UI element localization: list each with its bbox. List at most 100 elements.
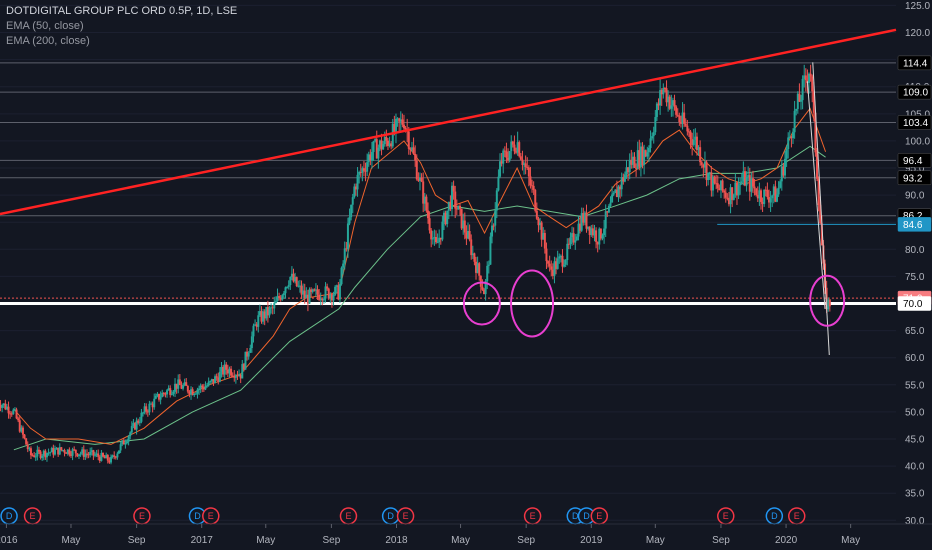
candle-body <box>643 150 646 166</box>
event-marker-letter: D <box>572 511 579 521</box>
candle-body <box>535 210 538 219</box>
candle-body <box>119 444 122 451</box>
candle-body <box>724 192 727 198</box>
candle-body <box>699 147 702 163</box>
candle-body <box>193 393 196 396</box>
candle-body <box>340 267 343 285</box>
candle-body <box>734 182 737 195</box>
support-circle <box>462 281 501 326</box>
candle-body <box>540 222 543 240</box>
candle-body <box>436 242 439 244</box>
candle-body <box>808 73 811 83</box>
ema50-legend[interactable]: EMA (50, close) <box>6 20 84 32</box>
candle-body <box>76 453 79 457</box>
candle-body <box>716 183 719 189</box>
event-marker-letter: E <box>208 511 214 521</box>
event-marker-letter: D <box>6 511 13 521</box>
candle-body <box>542 232 545 240</box>
candle-body <box>491 225 494 237</box>
candle-body <box>410 147 413 150</box>
candle-body <box>603 228 606 236</box>
candle-body <box>574 240 577 243</box>
candle-body <box>607 205 610 213</box>
candle-body <box>0 404 2 408</box>
candle-body <box>90 450 93 452</box>
candle-body <box>740 181 743 184</box>
candle-body <box>313 289 316 291</box>
candle-body <box>378 140 381 148</box>
candle-body <box>362 168 365 171</box>
candle-body <box>492 225 495 227</box>
candle-body <box>487 264 490 266</box>
time-tick-label: 2018 <box>385 535 408 546</box>
candle-body <box>220 366 223 372</box>
time-tick-label: 2019 <box>580 535 603 546</box>
candle-body <box>380 140 383 150</box>
candle-body <box>394 118 397 133</box>
candle-body <box>670 105 673 109</box>
event-marker-letter: D <box>771 511 778 521</box>
candle-body <box>684 123 687 126</box>
candle-body <box>329 294 332 299</box>
candle-body <box>558 256 561 259</box>
candle-body <box>20 427 23 432</box>
candle-body <box>202 387 205 390</box>
candle-body <box>611 194 614 203</box>
candle-body <box>478 263 481 276</box>
time-tick-label: May <box>451 535 470 546</box>
candle-body <box>620 177 623 190</box>
candle-body <box>497 176 500 191</box>
candle-body <box>691 139 694 145</box>
price-level-label-box <box>897 217 932 232</box>
candle-body <box>52 447 55 455</box>
candle-body <box>402 124 405 129</box>
candle-body <box>217 377 220 382</box>
candle-body <box>295 277 298 287</box>
candle-body <box>825 287 828 310</box>
candle-body <box>739 183 742 186</box>
candle-body <box>630 159 633 165</box>
candle-body <box>109 457 112 463</box>
candle-body <box>631 156 634 165</box>
candle-body <box>164 393 167 395</box>
candle-body <box>774 186 777 202</box>
candle-body <box>675 106 678 115</box>
candle-body <box>374 139 377 142</box>
candle-body <box>516 142 519 153</box>
candle-body <box>74 449 77 454</box>
candle-body <box>483 289 486 295</box>
candle-body <box>788 136 791 138</box>
candle-body <box>142 412 145 414</box>
candle-body <box>454 191 457 209</box>
candle-body <box>143 406 146 413</box>
candle-body <box>753 186 756 189</box>
candle-body <box>231 375 234 377</box>
candle-body <box>244 351 247 370</box>
candle-body <box>345 248 348 250</box>
candle-body <box>726 197 729 199</box>
candle-body <box>422 181 425 204</box>
candle-body <box>660 90 663 95</box>
candle-body <box>370 152 373 161</box>
candle-body <box>151 403 154 408</box>
candle-body <box>553 261 556 276</box>
event-marker-letter: E <box>403 511 409 521</box>
candle-body <box>45 452 48 458</box>
candle-body <box>302 290 305 295</box>
candle-body <box>101 452 104 457</box>
candle-body <box>531 185 534 187</box>
candle-body <box>569 237 572 245</box>
candle-body <box>98 456 101 461</box>
candle-body <box>332 294 335 301</box>
ema200-legend[interactable]: EMA (200, close) <box>6 35 90 47</box>
candle-body <box>28 448 31 450</box>
candle-body <box>515 151 518 153</box>
time-tick-label: Sep <box>517 535 535 546</box>
candle-body <box>700 162 703 165</box>
candle-body <box>729 187 732 205</box>
symbol-title[interactable]: DOTDIGITAL GROUP PLC ORD 0.5P, 1D, LSE <box>6 5 238 17</box>
candle-body <box>415 160 418 180</box>
time-axis[interactable]: 2016 May Sep 2017 May Sep 2018 May Sep 2019 May Sep… <box>0 523 932 546</box>
support-circle <box>809 274 846 327</box>
